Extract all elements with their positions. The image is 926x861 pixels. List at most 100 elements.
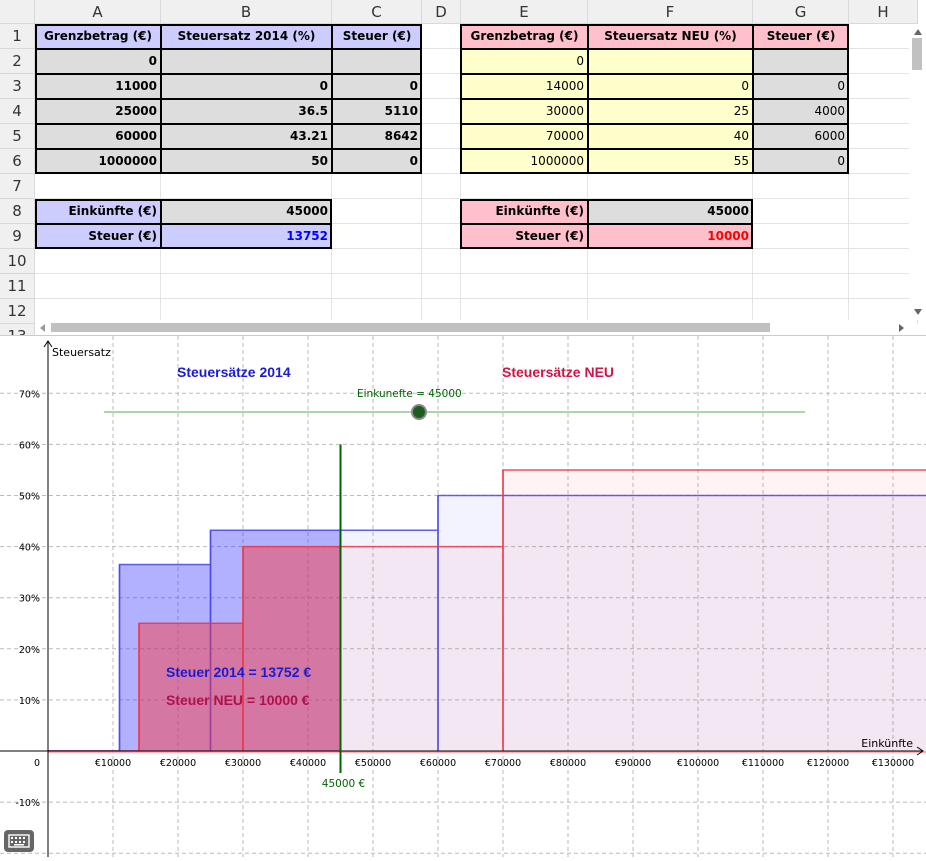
table-inner-border (35, 123, 421, 125)
row-header-5[interactable]: 5 (0, 124, 35, 149)
column-header-a[interactable]: A (35, 0, 161, 24)
cell-g3[interactable]: 0 (753, 74, 849, 99)
cell-e2[interactable]: 0 (461, 49, 588, 74)
cell-f9[interactable]: 10000 (588, 224, 753, 249)
grid-line-vertical (460, 24, 461, 324)
y-tick-label: 10% (19, 696, 40, 707)
income-marker-label: 45000 € (322, 778, 365, 790)
cell-a1[interactable]: Grenzbetrag (€) (35, 24, 161, 49)
x-tick-label: €10000 (95, 758, 131, 769)
cell-b3[interactable]: 0 (161, 74, 332, 99)
cell-e4[interactable]: 30000 (461, 99, 588, 124)
cell-b4[interactable]: 36.5 (161, 99, 332, 124)
cell-e6[interactable]: 1000000 (461, 149, 588, 174)
row-header-10[interactable]: 10 (0, 249, 35, 274)
cell-c6[interactable]: 0 (332, 149, 422, 174)
cell-e5[interactable]: 70000 (461, 124, 588, 149)
cell-a4[interactable]: 25000 (35, 99, 161, 124)
keyboard-icon[interactable] (4, 830, 34, 852)
cell-a2[interactable]: 0 (35, 49, 161, 74)
table-inner-border (35, 148, 421, 150)
row-header-9[interactable]: 9 (0, 224, 35, 249)
row-header-3[interactable]: 3 (0, 74, 35, 99)
cell-b2[interactable] (161, 49, 332, 74)
horizontal-scrollbar[interactable] (35, 320, 909, 334)
cell-a5[interactable]: 60000 (35, 124, 161, 149)
cell-b5[interactable]: 43.21 (161, 124, 332, 149)
table-inner-border (35, 223, 331, 225)
column-header-e[interactable]: E (461, 0, 588, 24)
cell-c4[interactable]: 5110 (332, 99, 422, 124)
row-header-2[interactable]: 2 (0, 49, 35, 74)
tax-step-paid-neu-0 (139, 623, 243, 751)
scroll-right-arrow-icon[interactable] (899, 324, 904, 332)
series-neu (48, 469, 926, 752)
cell-e1[interactable]: Grenzbetrag (€) (461, 24, 588, 49)
x-tick-label: €80000 (550, 758, 586, 769)
income-slider-knob[interactable] (411, 404, 427, 420)
cell-b1[interactable]: Steuersatz 2014 (%) (161, 24, 332, 49)
cell-c5[interactable]: 8642 (332, 124, 422, 149)
row-header-6[interactable]: 6 (0, 149, 35, 174)
cell-f3[interactable]: 0 (588, 74, 753, 99)
row-header-1[interactable]: 1 (0, 24, 35, 49)
cell-a8[interactable]: Einkünfte (€) (35, 199, 161, 224)
column-header-b[interactable]: B (161, 0, 332, 24)
cell-b9[interactable]: 13752 (161, 224, 332, 249)
row-header-7[interactable]: 7 (0, 174, 35, 199)
chart-title-2014: Steuersätze 2014 (177, 364, 291, 380)
scroll-left-arrow-icon[interactable] (40, 324, 45, 332)
row-header-4[interactable]: 4 (0, 99, 35, 124)
grid-line-horizontal (35, 198, 909, 199)
scroll-up-arrow-icon[interactable] (914, 29, 922, 35)
column-header-h[interactable]: H (849, 0, 918, 24)
tax-step-paid-2014-0 (119, 564, 211, 751)
cell-f4[interactable]: 25 (588, 99, 753, 124)
cell-g2[interactable] (753, 49, 849, 74)
column-header-d[interactable]: D (422, 0, 461, 24)
cell-g6[interactable]: 0 (753, 149, 849, 174)
cell-c1[interactable]: Steuer (€) (332, 24, 422, 49)
row-header-8[interactable]: 8 (0, 199, 35, 224)
grid-line-vertical (331, 24, 332, 324)
column-header-c[interactable]: C (332, 0, 422, 24)
cell-e9[interactable]: Steuer (€) (461, 224, 588, 249)
cell-f8[interactable]: 45000 (588, 199, 753, 224)
column-header-f[interactable]: F (588, 0, 753, 24)
cell-e8[interactable]: Einkünfte (€) (461, 199, 588, 224)
table-inner-border (460, 123, 848, 125)
cell-c2[interactable] (332, 49, 422, 74)
x-tick-label: €70000 (485, 758, 521, 769)
cell-f6[interactable]: 55 (588, 149, 753, 174)
graphics-view[interactable]: €10000 €20000 €30000 €40000 €50000 €60000 €700… (0, 335, 926, 857)
row-header-12[interactable]: 12 (0, 299, 35, 324)
cell-g5[interactable]: 6000 (753, 124, 849, 149)
row-header-11[interactable]: 11 (0, 274, 35, 299)
column-header-g[interactable]: G (753, 0, 849, 24)
cell-a9[interactable]: Steuer (€) (35, 224, 161, 249)
row-header-13[interactable]: 13 (0, 324, 35, 335)
vertical-scrollbar[interactable] (909, 24, 926, 320)
cell-b6[interactable]: 50 (161, 149, 332, 174)
cell-a3[interactable]: 11000 (35, 74, 161, 99)
scroll-down-arrow-icon[interactable] (914, 309, 922, 315)
cell-f2[interactable] (588, 49, 753, 74)
cell-f5[interactable]: 40 (588, 124, 753, 149)
y-tick-label: 50% (19, 492, 40, 503)
cell-a6[interactable]: 1000000 (35, 149, 161, 174)
x-tick-label: €90000 (615, 758, 651, 769)
cell-f1[interactable]: Steuersatz NEU (%) (588, 24, 753, 49)
cell-b8[interactable]: 45000 (161, 199, 332, 224)
x-axis-label: Einkünfte (861, 737, 913, 750)
grid-line-horizontal (35, 273, 909, 274)
cell-c3[interactable]: 0 (332, 74, 422, 99)
y-tick-label: 40% (19, 543, 40, 554)
cell-g1[interactable]: Steuer (€) (753, 24, 849, 49)
sheet-corner[interactable] (0, 0, 35, 24)
horizontal-scroll-thumb[interactable] (51, 323, 770, 332)
cell-e3[interactable]: 14000 (461, 74, 588, 99)
tax-step-neu-1 (340, 546, 503, 751)
cell-g4[interactable]: 4000 (753, 99, 849, 124)
vertical-scroll-thumb[interactable] (912, 38, 922, 70)
tax-rate-chart[interactable]: €10000 €20000 €30000 €40000 €50000 €60000 €700… (0, 336, 926, 857)
